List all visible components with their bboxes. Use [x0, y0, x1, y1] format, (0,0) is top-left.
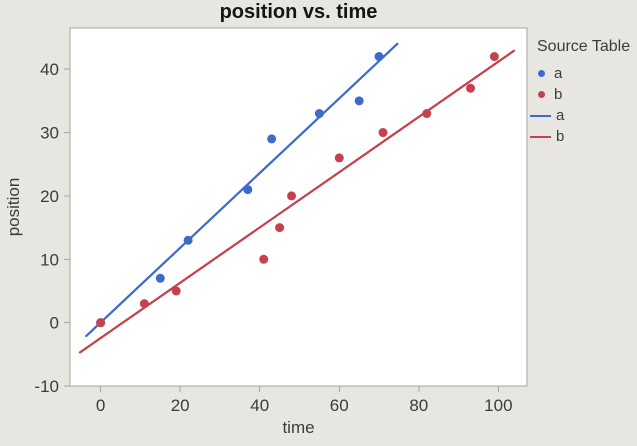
data-point-a	[267, 134, 277, 144]
chart-title: position vs. time	[219, 1, 378, 23]
data-point-b	[466, 83, 476, 93]
data-point-b	[422, 109, 432, 119]
data-point-b	[378, 128, 388, 138]
x-axis-label: time	[282, 418, 315, 437]
y-tick-label: 10	[40, 250, 59, 269]
data-point-a	[243, 185, 253, 195]
x-tick-label: 0	[96, 396, 105, 415]
y-axis-label: position	[4, 177, 23, 237]
x-tick-label: 60	[330, 396, 349, 415]
data-point-b	[275, 223, 285, 233]
series-a-marker-icon	[538, 70, 545, 77]
legend-title: Source Table	[537, 38, 631, 55]
legend-item-point-a: a	[530, 63, 635, 84]
y-tick-label: 40	[40, 60, 59, 79]
data-point-b	[489, 52, 499, 62]
data-point-b	[139, 299, 149, 309]
data-point-b	[259, 254, 269, 264]
series-b-marker-icon	[538, 91, 545, 98]
y-tick-label: 30	[40, 124, 59, 143]
fit-line-a	[85, 42, 399, 338]
plot-frame	[69, 27, 528, 387]
fit-line-b	[78, 49, 515, 354]
x-tick-label: 100	[484, 396, 512, 415]
legend-item-line-a: a	[530, 105, 635, 126]
data-point-a	[314, 109, 324, 119]
data-point-a	[374, 52, 384, 62]
legend-item-label: a	[554, 65, 563, 82]
data-point-b	[96, 318, 106, 328]
data-point-a	[183, 235, 193, 245]
y-tick-label: -10	[34, 377, 59, 396]
y-tick-label: 0	[50, 314, 59, 333]
data-point-b	[171, 286, 181, 296]
legend-item-label: b	[556, 128, 565, 145]
legend-item-label: b	[554, 86, 563, 103]
legend-item-point-b: b	[530, 84, 635, 105]
data-point-b	[287, 191, 297, 201]
series-a-line-icon	[530, 114, 551, 117]
data-point-a	[155, 273, 165, 283]
series-b-line-icon	[530, 135, 551, 138]
legend: Source Table a b a b	[530, 38, 635, 147]
x-tick-label: 20	[171, 396, 190, 415]
x-tick-label: 80	[409, 396, 428, 415]
data-point-b	[334, 153, 344, 163]
y-tick-label: 20	[40, 187, 59, 206]
x-tick-label: 40	[250, 396, 269, 415]
legend-item-label: a	[556, 107, 565, 124]
legend-item-line-b: b	[530, 126, 635, 147]
data-point-a	[354, 96, 364, 106]
